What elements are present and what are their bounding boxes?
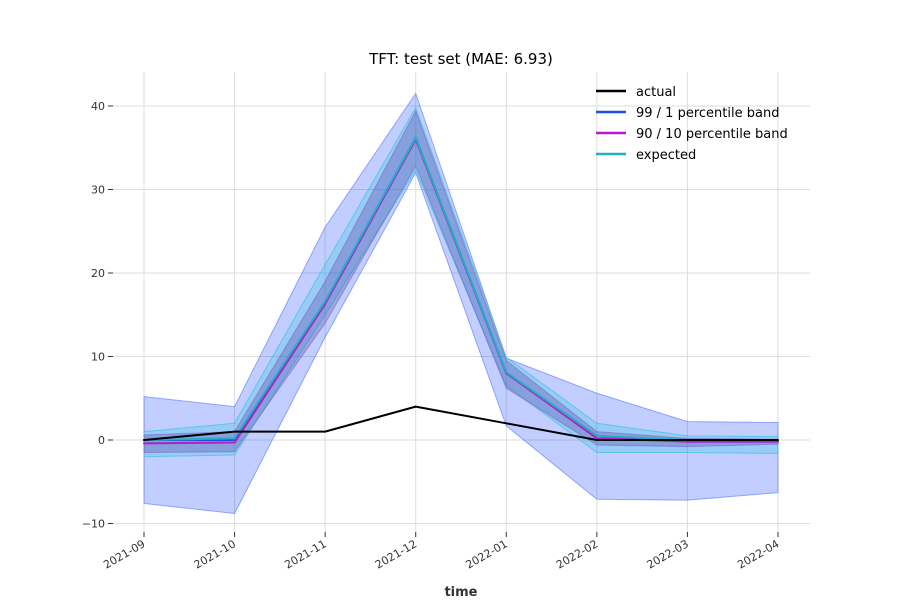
x-tick-label: 2021-09 — [101, 537, 147, 571]
legend-label: 90 / 10 percentile band — [636, 127, 788, 142]
y-tick-label: −10 — [82, 518, 105, 531]
x-tick-label: 2022-04 — [735, 537, 781, 571]
series-line-actual — [143, 405, 779, 441]
x-tick-label: 2021-10 — [192, 537, 238, 571]
y-tick-label: 20 — [91, 267, 105, 280]
x-tick-label: 2022-02 — [554, 537, 600, 571]
legend-label: actual — [636, 85, 676, 100]
y-tick-label: 10 — [91, 351, 105, 364]
x-tick-label: 2021-12 — [373, 537, 419, 571]
line-layer — [143, 136, 779, 445]
grid — [113, 72, 810, 532]
legend-label: 99 / 1 percentile band — [636, 106, 779, 121]
y-tick-label: 40 — [91, 100, 105, 113]
x-axis-label: time — [444, 585, 477, 600]
y-tick-label: 0 — [98, 434, 105, 447]
x-tick-label: 2021-11 — [282, 537, 328, 571]
band-layer — [143, 92, 779, 515]
x-tick-label: 2022-01 — [463, 537, 509, 571]
legend-label: expected — [636, 148, 696, 163]
band-99-1-percentile-band — [143, 92, 779, 515]
band-90-10-percentile-band — [143, 109, 779, 454]
legend: actual 99 / 1 percentile band 90 / 10 perc… — [596, 85, 788, 163]
band-expected — [143, 106, 779, 458]
chart-title: TFT: test set (MAE: 6.93) — [368, 50, 553, 68]
y-tick-label: 30 — [91, 184, 105, 197]
x-tick-label: 2022-03 — [645, 537, 691, 571]
